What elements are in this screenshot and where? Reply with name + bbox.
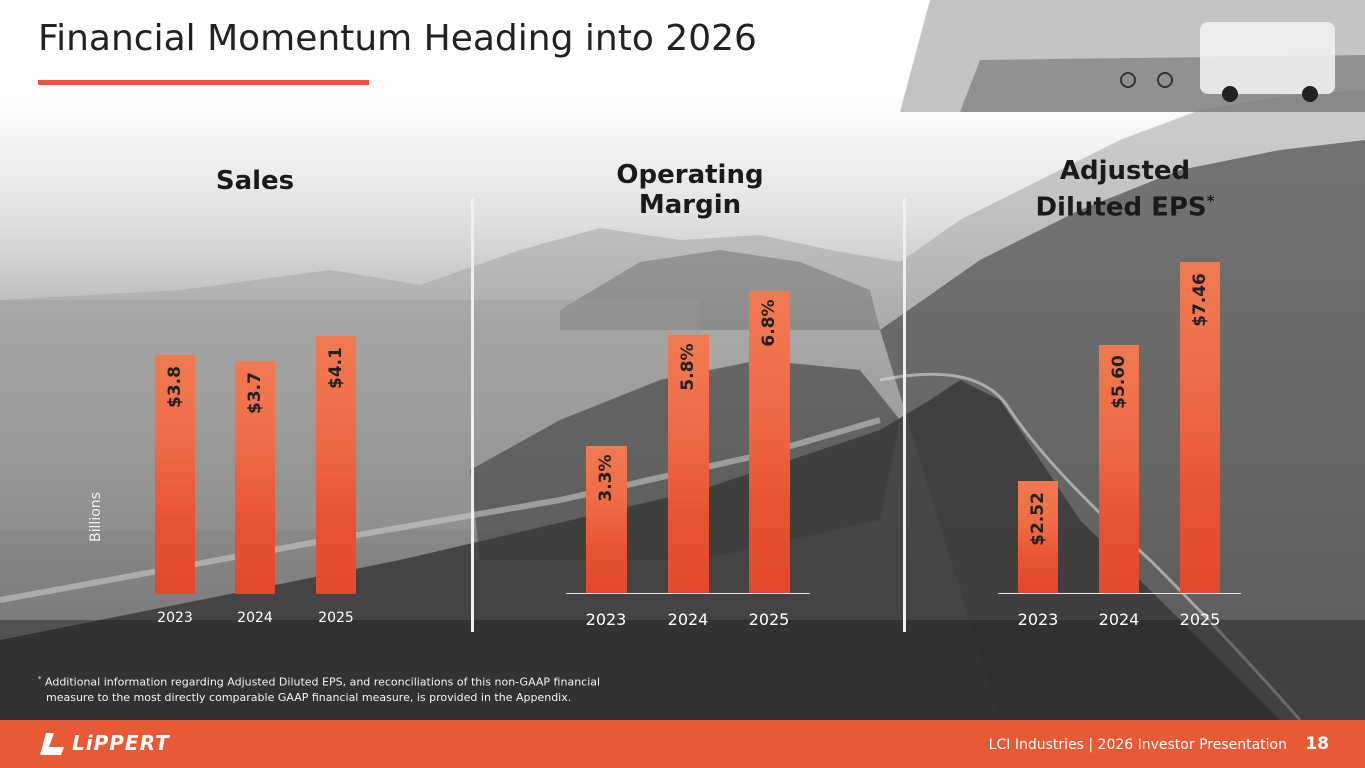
x-tick-label: 2023: [1017, 610, 1059, 629]
footer-bar: [0, 720, 1365, 768]
footnote: * Additional information regarding Adjus…: [38, 672, 638, 705]
x-axis-line: [566, 593, 810, 594]
bar-value-label: $3.8: [165, 365, 185, 408]
adjusted-eps-title-line2-wrap: Diluted EPS*: [1000, 186, 1250, 223]
divider-right: [903, 198, 906, 632]
x-tick-label: 2024: [237, 610, 273, 626]
billions-axis-label: Billions: [88, 492, 104, 542]
footnote-line1: Additional information regarding Adjuste…: [45, 675, 601, 689]
title-underline: [38, 80, 369, 85]
operating-margin-title-line2: Margin: [638, 190, 742, 220]
x-axis-line: [998, 593, 1241, 594]
lippert-logo-icon: [40, 733, 64, 755]
bar-value-label: 6.8%: [759, 299, 779, 347]
bar-value-label: $4.1: [326, 347, 346, 389]
lippert-logo-text: LiPPERT: [72, 731, 170, 755]
bar-value-label: 3.3%: [596, 454, 616, 503]
footer-presentation-text: LCI Industries | 2026 Investor Presentat…: [988, 737, 1287, 753]
bar-2023: [1018, 481, 1058, 593]
x-tick-label: 2025: [748, 610, 790, 629]
x-tick-label: 2025: [318, 610, 354, 626]
x-tick-label: 2023: [585, 610, 627, 629]
adjusted-eps-title-line1: Adjusted: [1059, 156, 1191, 186]
bar-2024: [667, 335, 709, 593]
eps-asterisk: *: [1206, 192, 1215, 210]
bar-2023: [155, 354, 195, 594]
bar-2023: [585, 446, 627, 593]
adjusted-eps-title-line2: Diluted EPS: [1035, 192, 1207, 223]
x-tick-label: 2024: [667, 610, 709, 629]
bar-2024: [1099, 344, 1139, 593]
sales-title: Sales: [215, 166, 295, 196]
divider-left: [471, 198, 474, 632]
page-number: 18: [1305, 734, 1329, 754]
bar-value-label: $3.7: [245, 372, 265, 415]
bar-2025: [316, 336, 356, 594]
adjusted-eps-title: Adjusted Diluted EPS*: [1000, 156, 1250, 223]
bar-2025: [1180, 262, 1220, 593]
bar-2025: [748, 291, 790, 593]
operating-margin-title-line1: Operating: [616, 160, 764, 190]
bar-value-label: $5.60: [1109, 355, 1129, 409]
footnote-line2: measure to the most directly comparable …: [46, 690, 572, 704]
bar-value-label: $7.46: [1190, 272, 1210, 327]
bar-value-label: $2.52: [1028, 491, 1048, 546]
x-tick-label: 2024: [1098, 610, 1140, 629]
operating-margin-title: Operating Margin: [590, 160, 790, 220]
page-title: Financial Momentum Heading into 2026: [38, 18, 757, 59]
x-tick-label: 2025: [1179, 610, 1221, 629]
bar-value-label: 5.8%: [678, 343, 698, 391]
x-tick-label: 2023: [157, 610, 193, 626]
bar-2024: [235, 361, 275, 594]
footnote-marker: *: [38, 675, 42, 683]
